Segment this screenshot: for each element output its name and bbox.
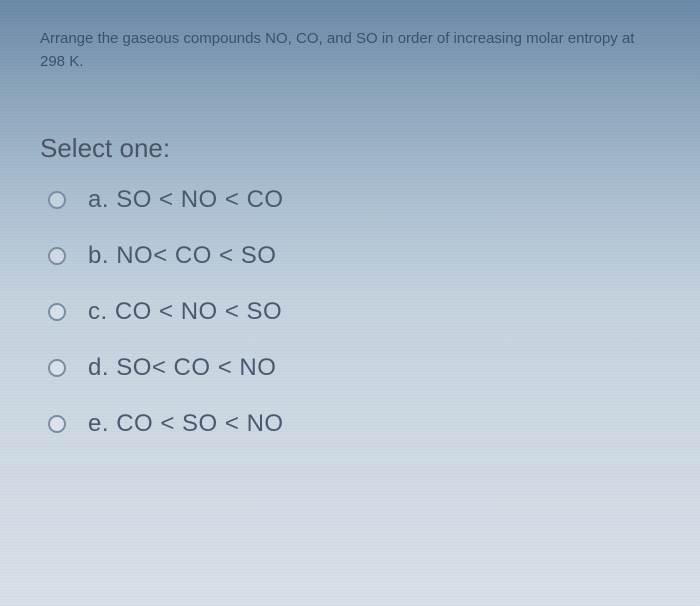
option-a[interactable]: a. SO < NO < CO	[48, 186, 660, 214]
select-one-label: Select one:	[40, 133, 660, 164]
option-d-letter: d.	[88, 354, 109, 381]
option-b-value: NO< CO < SO	[116, 242, 276, 269]
option-c-text: c. CO < NO < SO	[88, 298, 282, 326]
option-c-letter: c.	[88, 298, 108, 325]
radio-a[interactable]	[48, 191, 66, 209]
option-b[interactable]: b. NO< CO < SO	[48, 242, 660, 270]
option-e-text: e. CO < SO < NO	[88, 410, 284, 438]
options-container: a. SO < NO < CO b. NO< CO < SO c. CO < N…	[40, 186, 660, 438]
option-d-text: d. SO< CO < NO	[88, 354, 276, 382]
option-c[interactable]: c. CO < NO < SO	[48, 298, 660, 326]
option-a-letter: a.	[88, 186, 109, 213]
option-e-value: CO < SO < NO	[116, 410, 283, 437]
option-a-text: a. SO < NO < CO	[88, 186, 284, 214]
radio-b[interactable]	[48, 247, 66, 265]
option-b-text: b. NO< CO < SO	[88, 242, 276, 270]
option-e-letter: e.	[88, 410, 109, 437]
question-prompt: Arrange the gaseous compounds NO, CO, an…	[40, 28, 660, 73]
option-c-value: CO < NO < SO	[115, 298, 282, 325]
option-d-value: SO< CO < NO	[116, 354, 276, 381]
option-e[interactable]: e. CO < SO < NO	[48, 410, 660, 438]
radio-c[interactable]	[48, 303, 66, 321]
option-d[interactable]: d. SO< CO < NO	[48, 354, 660, 382]
radio-e[interactable]	[48, 415, 66, 433]
option-a-value: SO < NO < CO	[116, 186, 283, 213]
option-b-letter: b.	[88, 242, 109, 269]
radio-d[interactable]	[48, 359, 66, 377]
